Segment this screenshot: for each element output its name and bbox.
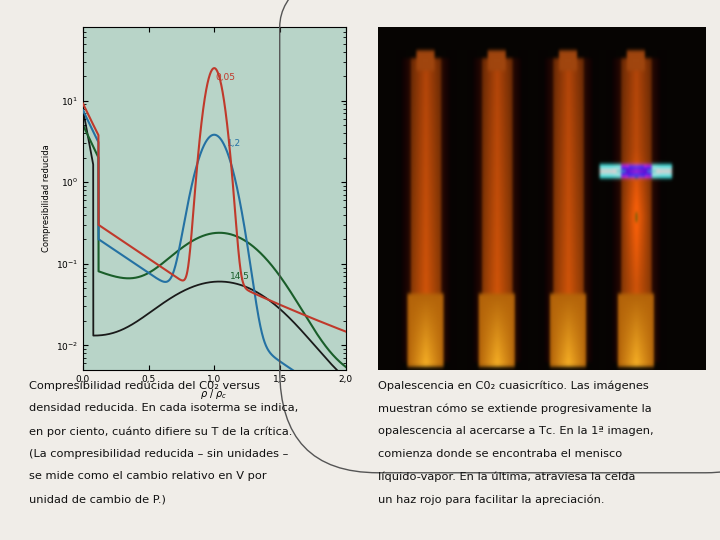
X-axis label: $\rho$ / $\rho_c$: $\rho$ / $\rho_c$	[200, 387, 228, 401]
Text: comienza donde se encontraba el menisco: comienza donde se encontraba el menisco	[378, 449, 622, 459]
Text: líquido-vapor. En la última, atraviesa la celda: líquido-vapor. En la última, atraviesa l…	[378, 471, 635, 482]
Text: Compresibilidad reducida del C0₂ versus: Compresibilidad reducida del C0₂ versus	[29, 381, 260, 391]
Text: densidad reducida. En cada isoterma se indica,: densidad reducida. En cada isoterma se i…	[29, 403, 298, 414]
Text: Opalescencia en C0₂ cuasicrítico. Las imágenes: Opalescencia en C0₂ cuasicrítico. Las im…	[378, 381, 649, 391]
Text: (La compresibilidad reducida – sin unidades –: (La compresibilidad reducida – sin unida…	[29, 449, 288, 459]
Text: un haz rojo para facilitar la apreciación.: un haz rojo para facilitar la apreciació…	[378, 494, 605, 504]
Text: en por ciento, cuánto difiere su T de la crítica.: en por ciento, cuánto difiere su T de la…	[29, 426, 292, 436]
Text: 14,5: 14,5	[230, 272, 250, 281]
Text: opalescencia al acercarse a Tᴄ. En la 1ª imagen,: opalescencia al acercarse a Tᴄ. En la 1ª…	[378, 426, 654, 436]
Text: unidad de cambio de P.): unidad de cambio de P.)	[29, 494, 166, 504]
Text: se mide como el cambio relativo en V por: se mide como el cambio relativo en V por	[29, 471, 266, 482]
Text: 1,2: 1,2	[228, 139, 241, 148]
Y-axis label: Compresibilidad reducida: Compresibilidad reducida	[42, 145, 51, 252]
Text: 0,05: 0,05	[215, 73, 235, 82]
Text: muestran cómo se extiende progresivamente la: muestran cómo se extiende progresivament…	[378, 403, 652, 414]
